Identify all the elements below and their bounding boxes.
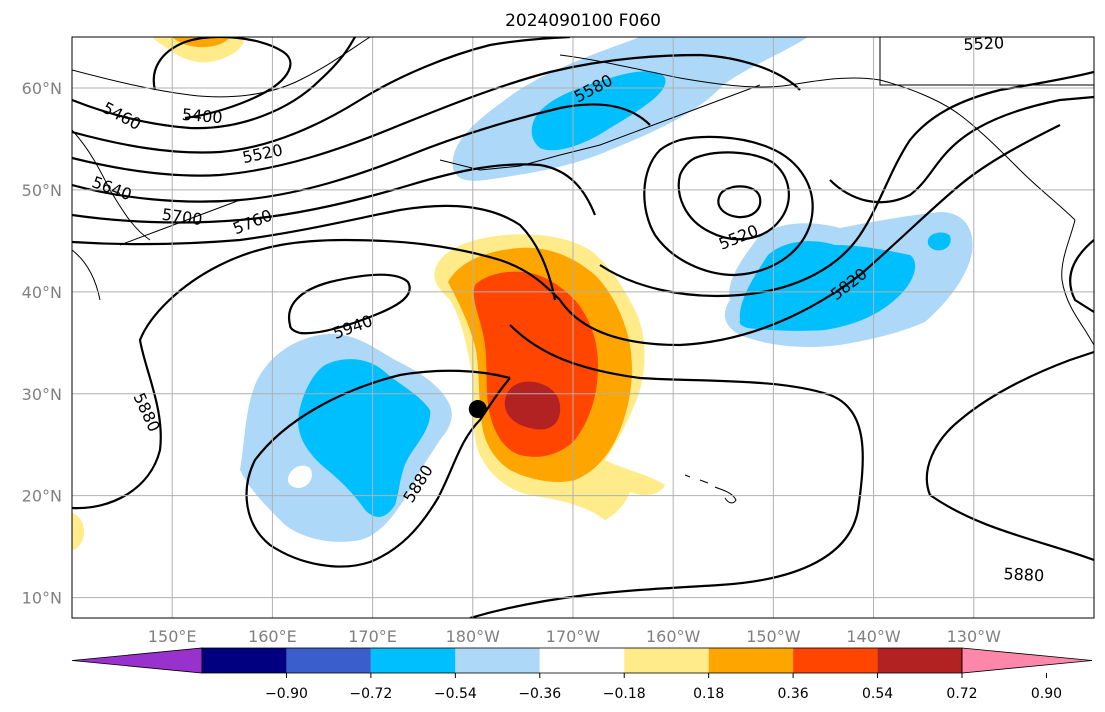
latitude-tick-label: 40°N <box>22 283 62 302</box>
colorbar-tick-label: 0.72 <box>946 686 977 702</box>
figure-title: 2024090100 F060 <box>505 11 661 31</box>
colorbar-tick-label: −0.90 <box>265 686 308 702</box>
colorbar-tick-label: −0.54 <box>434 686 477 702</box>
latitude-tick-label: 20°N <box>22 487 62 506</box>
colorbar-segment <box>539 648 625 673</box>
longitude-tick-label: 150°E <box>148 627 197 646</box>
contour-label: 5520 <box>963 33 1005 54</box>
contour-label: 5880 <box>1003 564 1045 585</box>
contour-5700-east <box>829 95 1094 204</box>
shaded-field <box>72 37 973 550</box>
contour-5880-east <box>469 324 864 618</box>
contour-5520-low-outer <box>643 135 814 277</box>
latitude-tick-label: 10°N <box>22 589 62 608</box>
longitude-tick-label: 180°W <box>446 627 501 646</box>
longitude-tick-label: 160°W <box>646 627 701 646</box>
contour-5880-southeast <box>925 350 1094 562</box>
gridlines <box>72 37 1094 618</box>
contour-5880-northeast <box>1069 239 1094 313</box>
contour-5460-low <box>717 185 762 219</box>
longitude-tick-label: 140°W <box>846 627 901 646</box>
colorbar-tick-label: 0.36 <box>778 686 809 702</box>
longitude-tick-label: 170°W <box>546 627 601 646</box>
latitude-tick-label: 50°N <box>22 181 62 200</box>
positive-region-north <box>152 37 245 63</box>
political-border <box>879 37 1094 86</box>
contour-5880-west <box>72 238 561 510</box>
contour-label-text: 5880 <box>1003 564 1045 585</box>
colorbar-tick-label: −0.72 <box>349 686 392 702</box>
colorbar-segment <box>793 648 878 673</box>
colorbar-tick-label: 0.18 <box>693 686 724 702</box>
contour-5940 <box>287 273 411 335</box>
colorbar-segment <box>370 648 456 673</box>
contour-5640 <box>72 103 651 203</box>
longitude-labels: 150°E 160°E 170°E 180°W 170°W 160°W 150°W 140°W… <box>148 627 1001 646</box>
colorbar-segment <box>455 648 540 673</box>
contour-5820 <box>559 124 1061 347</box>
coastline-siberia <box>72 37 371 98</box>
coastline-aleutians <box>439 84 761 171</box>
height-contours <box>72 37 1094 618</box>
latitude-labels: 10°N 20°N 30°N 40°N 50°N 60°N <box>22 79 62 608</box>
colorbar-extend-low <box>71 647 203 674</box>
negative-region-subtropical-core <box>298 359 431 517</box>
colorbar-segment <box>624 648 709 673</box>
storm-center-marker <box>468 400 487 419</box>
longitude-tick-label: 150°W <box>746 627 801 646</box>
contour-5580 <box>72 53 801 177</box>
colorbar-tick-label: 0.54 <box>862 686 893 702</box>
latitude-tick-label: 30°N <box>22 385 62 404</box>
contour-5880-south <box>245 369 511 568</box>
latitude-tick-label: 60°N <box>22 79 62 98</box>
contour-label-text: 5520 <box>963 33 1005 54</box>
negative-region-northeast-spot <box>927 232 951 251</box>
colorbar: −0.90 −0.72 −0.54 −0.36 −0.18 0.18 0.36 0.54 0.7… <box>71 647 1093 702</box>
colorbar-tick-label: −0.36 <box>518 686 561 702</box>
colorbar-segment <box>877 648 962 673</box>
map-frame <box>71 36 1095 619</box>
contour-5520 <box>72 37 571 154</box>
contour-5400 <box>152 37 292 120</box>
colorbar-segment <box>286 648 371 673</box>
colorbar-frame <box>201 647 963 674</box>
contour-5460 <box>72 37 356 130</box>
colorbar-extend-high <box>961 647 1093 674</box>
positive-region-southwest <box>72 513 85 550</box>
contour-label-text: 5400 <box>181 105 223 127</box>
colorbar-segment <box>708 648 794 673</box>
coastline-hawaii <box>684 474 737 504</box>
negative-region-subtropical-hole <box>287 465 312 488</box>
colorbar-tick-label: 0.90 <box>1031 686 1062 702</box>
contour-5520-low <box>677 151 790 241</box>
longitude-tick-label: 170°E <box>348 627 397 646</box>
contour-label: 5400 <box>181 105 223 127</box>
contour-5760-east <box>599 70 1094 298</box>
colorbar-segment <box>202 648 287 673</box>
negative-region-bering-core <box>531 71 666 151</box>
longitude-tick-label: 130°W <box>947 627 1002 646</box>
contour-5760 <box>72 204 557 301</box>
positive-region-redorange <box>473 271 598 457</box>
colorbar-tick-label: −0.18 <box>603 686 646 702</box>
positive-region-north-core <box>172 37 230 48</box>
longitude-tick-label: 160°E <box>248 627 297 646</box>
coastline-north-america <box>1061 219 1094 346</box>
